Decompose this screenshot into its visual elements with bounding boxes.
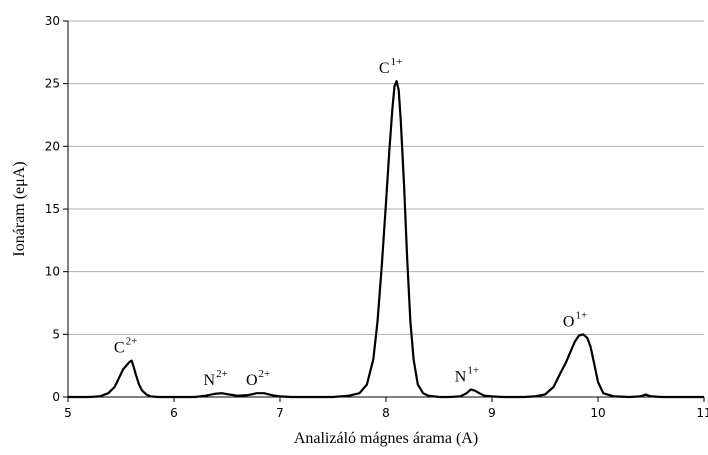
x-tick-label: 10 [590, 406, 605, 420]
peak-label-superscript: 1+ [391, 56, 403, 68]
axes [63, 20, 705, 402]
y-tick-label: 25 [45, 77, 60, 91]
y-tick-label: 15 [45, 202, 60, 216]
peak-label-superscript: 2+ [216, 368, 228, 380]
peak-label-superscript: 2+ [259, 368, 271, 380]
y-tick-label: 30 [45, 14, 60, 28]
peak-label-superscript: 1+ [575, 309, 587, 321]
x-tick-label: 5 [64, 406, 72, 420]
peak-label: O1+ [563, 309, 587, 330]
peak-label-superscript: 2+ [126, 336, 138, 348]
peak-label: C2+ [114, 336, 137, 357]
y-tick-label: 10 [45, 265, 60, 279]
x-tick-label: 6 [170, 406, 178, 420]
peak-annotations: C2+ N2+ O2+ C1+ N1+ O1+ [114, 56, 587, 389]
peak-label: N1+ [455, 364, 479, 385]
y-axis-label: Ionáram (eμA) [11, 161, 28, 256]
data-series [68, 80, 704, 399]
x-axis-label: Analizáló mágnes árama (A) [294, 430, 478, 447]
peak-label: C1+ [379, 56, 402, 77]
y-tick-label: 5 [52, 327, 60, 341]
y-tick-labels: 0 5 10 15 20 25 30 [45, 14, 60, 404]
x-tick-label: 8 [382, 406, 390, 420]
x-tick-label: 9 [488, 406, 496, 420]
peak-label: N2+ [204, 368, 228, 389]
y-tick-label: 0 [52, 390, 60, 404]
peak-label-superscript: 1+ [467, 364, 479, 376]
series-line [68, 80, 704, 399]
y-tick-label: 20 [45, 139, 60, 153]
peak-label: O2+ [246, 368, 270, 389]
x-tick-labels: 5 6 7 8 9 10 11 [64, 406, 708, 420]
x-tick-label: 7 [276, 406, 284, 420]
x-tick-label: 11 [696, 406, 708, 420]
